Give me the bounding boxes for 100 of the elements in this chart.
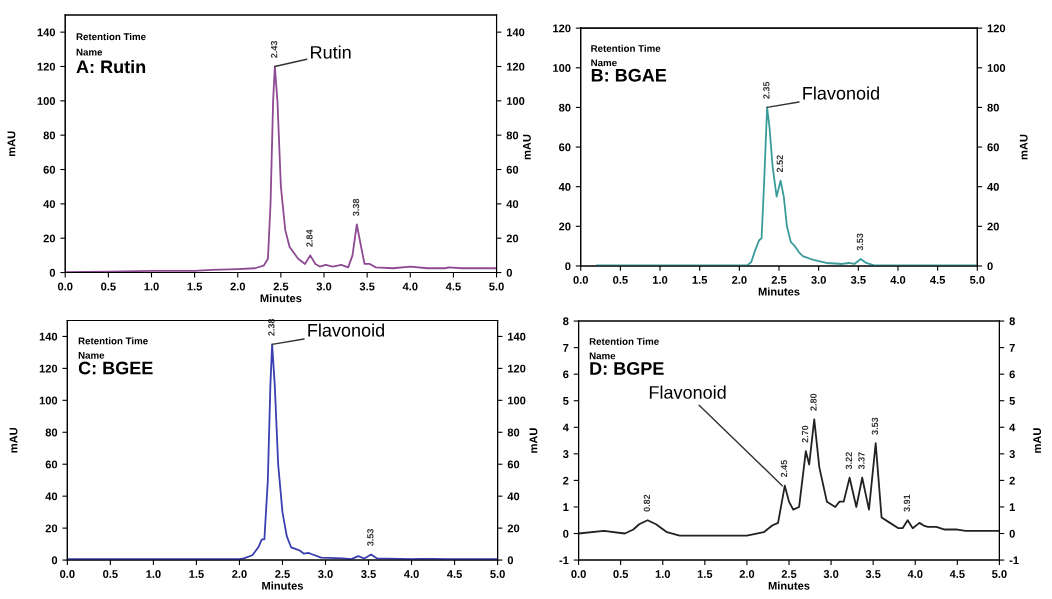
annotation: 3.91 — [903, 494, 911, 512]
x-tick-label: 4.5 — [447, 570, 462, 578]
y2-tick-label: 0 — [1009, 529, 1015, 538]
x-tick-label: 5.0 — [490, 570, 505, 578]
x-tick-label: 2.0 — [739, 570, 755, 578]
x-tick-label: 4.0 — [907, 570, 923, 578]
y2-tick-label: 120 — [508, 364, 526, 373]
x-tick-label: 1.0 — [655, 570, 671, 578]
annotation: 2.80 — [810, 393, 817, 411]
annotation: Retention Time — [589, 337, 659, 345]
y-tick-label: 4 — [562, 423, 569, 432]
y-axis-title: mAU — [9, 427, 18, 453]
x-tick-label: 3.5 — [865, 570, 881, 578]
y-tick-label: 120 — [37, 62, 56, 71]
text: A: Rutin — [76, 59, 146, 74]
annotation: 2.43 — [270, 40, 278, 58]
y-tick-label: 80 — [43, 131, 56, 140]
y2-tick-label: 20 — [507, 524, 520, 533]
y2-tick-label: 60 — [506, 165, 519, 174]
x-tick-label: 1.5 — [697, 570, 713, 578]
x-tick-label: 2.5 — [781, 570, 797, 578]
y-tick-label: 60 — [45, 460, 58, 469]
y2-tick-label: 100 — [508, 396, 526, 405]
annotation: Retention Time — [591, 44, 661, 52]
x-tick-label: 1.5 — [187, 282, 203, 291]
x-axis-title: Minutes — [768, 581, 810, 590]
y-tick-label: 20 — [559, 222, 571, 231]
y2-tick-label: 40 — [987, 182, 999, 191]
y2-tick-label: 100 — [987, 64, 1006, 72]
y2-tick-label: 60 — [987, 143, 999, 152]
annotation: 2.70 — [801, 425, 809, 443]
text: B: BGAE — [591, 68, 667, 82]
y-tick-label: 20 — [43, 234, 56, 243]
annotation: Rutin — [311, 45, 351, 59]
annotation: 3.37 — [858, 452, 865, 470]
y2-tick-label: 60 — [507, 460, 520, 469]
text: D: BGPE — [590, 362, 664, 375]
x-tick-label: 1.0 — [144, 282, 159, 291]
y-tick-label: 0 — [49, 268, 56, 277]
annotation: Name — [591, 59, 617, 67]
y2-tick-label: 40 — [506, 200, 519, 208]
x-tick-label: 2.0 — [732, 275, 747, 284]
x-tick-label: 2.0 — [230, 282, 246, 291]
y2-axis-title: mAU — [1019, 134, 1028, 160]
x-tick-label: 2.0 — [232, 570, 247, 578]
y2-tick-label: 120 — [987, 24, 1006, 33]
x-tick-label: 0.5 — [101, 282, 116, 291]
x-tick-label: 2.5 — [771, 275, 787, 284]
annotation: 0.82 — [643, 494, 651, 512]
y2-tick-label: 140 — [508, 332, 526, 341]
y-tick-label: 8 — [563, 317, 569, 326]
x-axis-title: Minutes — [260, 294, 302, 303]
annotation: 3.38 — [352, 198, 360, 216]
y-tick-label: 100 — [553, 64, 571, 72]
x-tick-label: 1.0 — [653, 275, 668, 284]
annotation: Flavonoid — [803, 86, 879, 100]
x-tick-label: 4.0 — [890, 275, 906, 284]
x-tick-label: 2.5 — [273, 282, 289, 291]
y2-tick-label: 5 — [1009, 397, 1015, 405]
y2-tick-label: 7 — [1009, 344, 1015, 352]
annotation: 3.53 — [367, 528, 374, 546]
x-tick-label: 3.5 — [359, 282, 375, 291]
x-tick-label: 3.5 — [361, 570, 376, 578]
y2-tick-label: 80 — [987, 103, 999, 112]
y-tick-label: 100 — [39, 396, 58, 405]
y2-tick-label: 140 — [506, 28, 525, 37]
y2-tick-label: 6 — [1009, 370, 1015, 379]
x-tick-label: 1.5 — [189, 570, 204, 578]
y-tick-label: 140 — [37, 28, 56, 37]
annotation: 2.35 — [763, 81, 770, 99]
y-axis-title: mAU — [7, 131, 16, 156]
x-tick-label: 0.5 — [103, 570, 118, 578]
y-tick-label: 1 — [563, 503, 569, 511]
x-axis-title: Minutes — [262, 581, 303, 590]
x-tick-label: 4.5 — [949, 570, 965, 578]
y-tick-label: 2 — [563, 476, 569, 485]
y2-tick-label: 80 — [506, 131, 519, 140]
line-series — [595, 106, 978, 266]
y-tick-label: 6 — [563, 370, 569, 379]
x-tick-label: 0.0 — [573, 275, 588, 284]
x-tick-label: 4.0 — [403, 570, 419, 578]
y2-tick-label: 2 — [1009, 476, 1015, 485]
line-series — [578, 418, 1000, 537]
y-tick-label: 140 — [39, 332, 58, 341]
text: C: BGEE — [78, 361, 153, 375]
y-tick-label: 80 — [45, 428, 58, 437]
x-tick-label: 4.5 — [445, 282, 461, 291]
annotation: Name — [78, 351, 105, 359]
y2-tick-label: -1 — [1009, 556, 1019, 565]
y-tick-label: 120 — [553, 24, 571, 33]
y2-tick-label: 0 — [507, 556, 514, 565]
y2-tick-label: 4 — [1009, 423, 1016, 432]
y-tick-label: 60 — [559, 143, 571, 152]
annotation: 2.52 — [776, 155, 784, 173]
x-tick-label: 5.0 — [489, 282, 504, 291]
y-tick-label: 80 — [558, 103, 571, 112]
annotation: 2.45 — [780, 460, 788, 478]
annotation: Flavonoid — [649, 385, 726, 399]
x-tick-label: 3.5 — [850, 275, 866, 284]
y-tick-label: 0 — [51, 556, 58, 565]
